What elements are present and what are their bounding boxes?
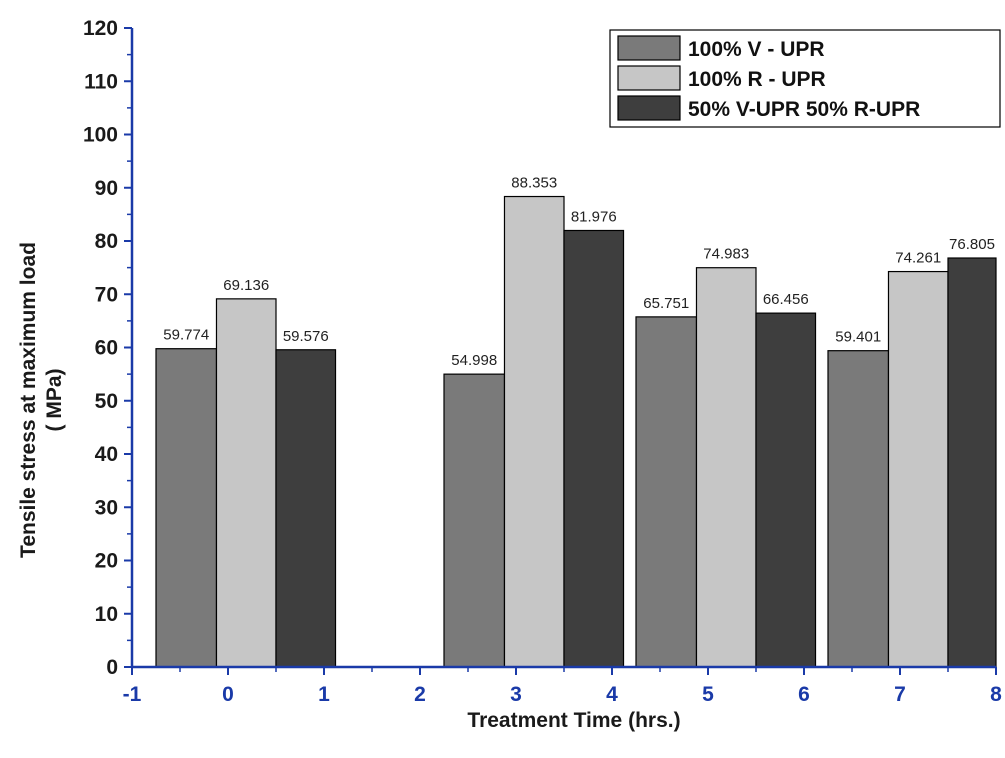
x-tick-label: -1 [123, 683, 142, 706]
x-tick-label: 5 [702, 683, 714, 706]
data-label-series-1-2: 54.998 [451, 352, 497, 369]
y-tick-label: 110 [84, 70, 118, 93]
y-tick-label: 100 [83, 124, 118, 147]
bar-series-2-2 [503, 195, 565, 668]
bar-series-2-3 [695, 267, 757, 668]
y-tick-label: 20 [95, 550, 118, 573]
bar-series-3-3 [755, 312, 817, 668]
bar-series-2-1 [215, 298, 277, 668]
data-label-series-3-3: 66.456 [763, 291, 809, 308]
y-tick-label: 70 [95, 283, 118, 306]
x-tick-label: 4 [606, 683, 618, 706]
bar-series-3-4 [947, 257, 997, 668]
y-tick-label: 60 [95, 337, 118, 360]
data-labels-layer: 59.774 54.998 65.751 59.401 69.136 88.353 74.9… [163, 175, 995, 370]
y-tick-label: 80 [95, 230, 118, 253]
x-tick-label: 7 [894, 683, 906, 706]
y-tick-label: 10 [95, 603, 118, 626]
bar-series-3-1 [275, 349, 337, 668]
y-tick-label: 30 [95, 496, 118, 519]
legend-label-2: 100% R - UPR [688, 68, 826, 91]
x-tick-label: 6 [798, 683, 810, 706]
bar-series-1-1 [155, 348, 218, 668]
bar-series-1-2 [443, 373, 506, 668]
x-tick-label: 2 [414, 683, 426, 706]
x-tick-label: 3 [510, 683, 522, 706]
data-label-series-1-1: 59.774 [163, 327, 209, 344]
data-label-series-3-2: 81.976 [571, 208, 617, 225]
data-label-series-2-2: 88.353 [511, 175, 557, 192]
data-label-series-2-3: 74.983 [703, 246, 749, 263]
data-label-series-3-4: 76.805 [949, 236, 995, 253]
x-tick-label: 0 [222, 683, 234, 706]
y-tick-label: 90 [95, 177, 118, 200]
bars-layer [155, 195, 997, 668]
legend-label-1: 100% V - UPR [688, 38, 825, 61]
x-axis-title: Treatment Time (hrs.) [467, 709, 680, 732]
x-tick-label: 1 [318, 683, 330, 706]
bar-series-1-4 [827, 350, 890, 668]
y-tick-label: 40 [95, 443, 118, 466]
legend: 100% V - UPR 100% R - UPR 50% V-UPR 50% R-… [609, 29, 1001, 128]
y-tick-label: 120 [83, 17, 118, 40]
x-tick-label: 8 [990, 683, 1002, 706]
legend-swatch-3 [617, 95, 681, 121]
bar-series-3-2 [563, 229, 625, 668]
data-label-series-2-4: 74.261 [895, 250, 941, 267]
bar-series-2-4 [887, 270, 949, 668]
legend-swatch-2 [617, 65, 681, 91]
data-label-series-1-4: 59.401 [835, 329, 881, 346]
data-label-series-2-1: 69.136 [223, 277, 269, 294]
y-tick-label: 50 [95, 390, 118, 413]
data-label-series-3-1: 59.576 [283, 328, 329, 345]
legend-swatch-1 [617, 35, 681, 61]
y-tick-label: 0 [106, 656, 118, 679]
bar-series-1-3 [635, 316, 698, 668]
y-axis-title-line-2: ( MPa) [43, 369, 66, 432]
legend-label-3: 50% V-UPR 50% R-UPR [688, 98, 920, 121]
data-label-series-1-3: 65.751 [643, 295, 689, 312]
y-axis-title-line-1: Tensile stress at maximum load [17, 242, 40, 558]
